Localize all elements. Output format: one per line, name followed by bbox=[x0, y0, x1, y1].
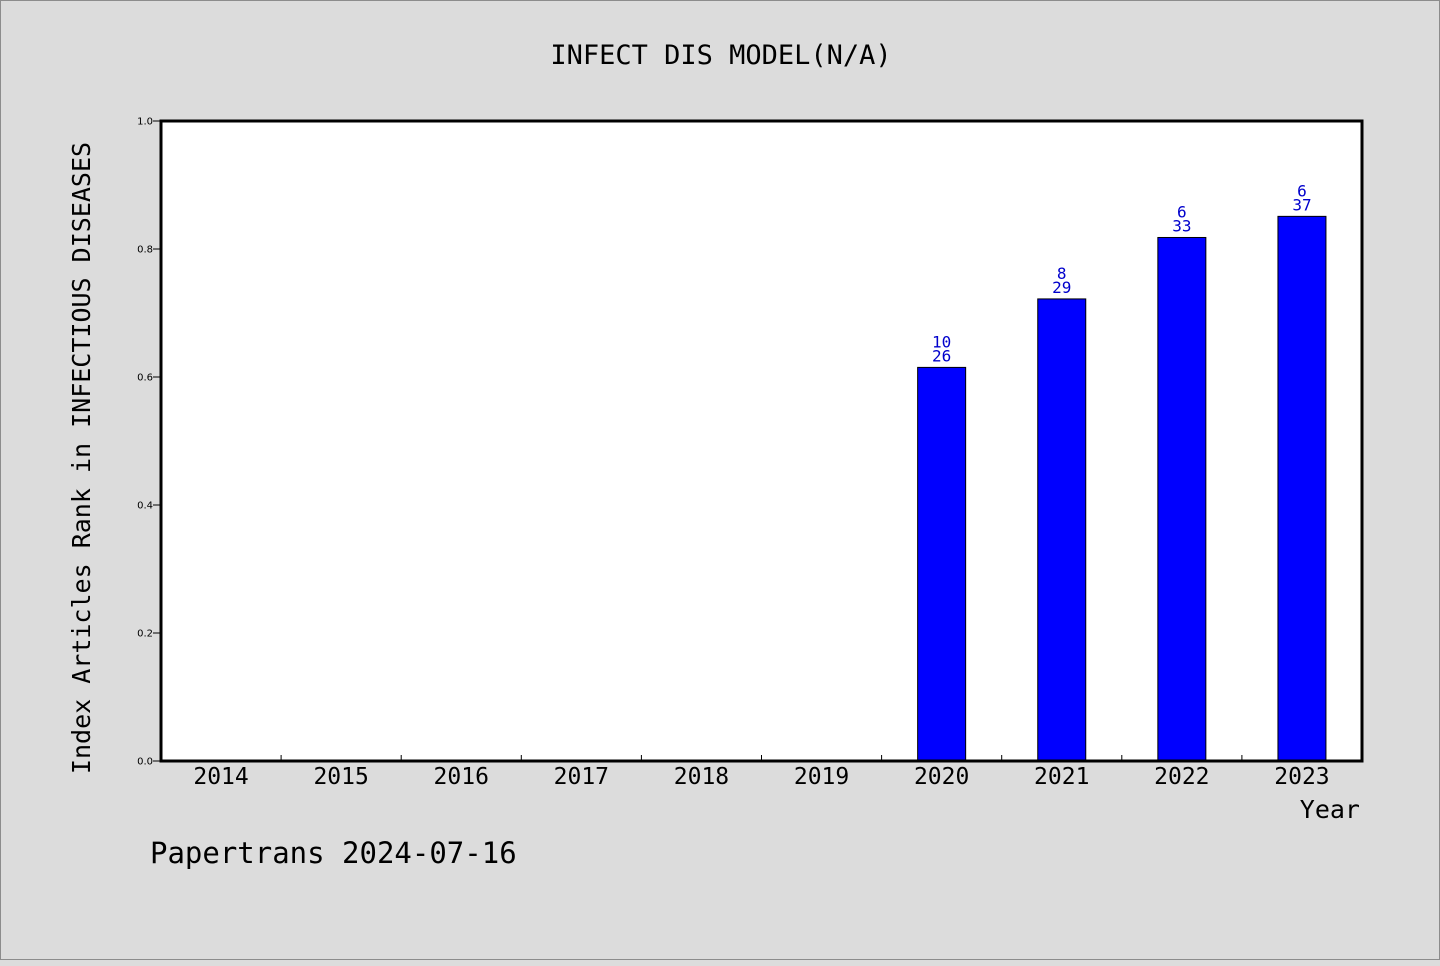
y-tick-label: 0.8 bbox=[137, 245, 153, 256]
x-axis: 2014 2015 2016 2017 2018 2019 2020 2021 2022 2023 bbox=[193, 755, 1330, 790]
x-tick-label: 2023 bbox=[1274, 764, 1329, 790]
x-tick-label: 2020 bbox=[914, 764, 969, 790]
footer-caption: Papertrans 2024-07-16 bbox=[150, 836, 517, 870]
bar-2023 bbox=[1277, 215, 1327, 762]
x-tick-label: 2015 bbox=[313, 764, 368, 790]
bar-2022 bbox=[1157, 236, 1207, 762]
bar-label-bottom: 37 bbox=[1292, 195, 1311, 214]
y-tick-label: 0.6 bbox=[137, 373, 153, 384]
bar-2021 bbox=[1037, 298, 1087, 762]
y-axis: 0.0 0.2 0.4 0.6 0.8 1.0 bbox=[137, 117, 161, 768]
y-axis-title: Index Articles Rank in INFECTIOUS DISEAS… bbox=[67, 142, 96, 774]
x-tick-label: 2018 bbox=[674, 764, 729, 790]
bar-label-top: 8 bbox=[1057, 264, 1067, 283]
y-tick-label: 1.0 bbox=[137, 117, 153, 128]
x-axis-title: Year bbox=[1300, 795, 1360, 824]
x-tick-label: 2016 bbox=[434, 764, 489, 790]
plot-frame bbox=[159, 119, 1364, 763]
bar-2020 bbox=[917, 366, 967, 762]
x-tick-label: 2019 bbox=[794, 764, 849, 790]
chart-title: INFECT DIS MODEL(N/A) bbox=[550, 40, 891, 71]
bar-label-bottom: 33 bbox=[1172, 216, 1191, 235]
bars-group bbox=[917, 215, 1327, 762]
bar-label-top: 6 bbox=[1177, 202, 1187, 221]
bar-label-top: 10 bbox=[932, 332, 951, 351]
x-tick-label: 2021 bbox=[1034, 764, 1089, 790]
y-tick-label: 0.4 bbox=[137, 501, 153, 512]
bar-label-bottom: 29 bbox=[1052, 278, 1071, 297]
y-tick-label: 0.0 bbox=[137, 757, 153, 768]
x-tick-label: 2022 bbox=[1154, 764, 1209, 790]
y-tick-label: 0.2 bbox=[137, 629, 153, 640]
bar-label-top: 6 bbox=[1297, 181, 1307, 200]
bar-label-bottom: 26 bbox=[932, 346, 951, 365]
x-tick-label: 2014 bbox=[193, 764, 248, 790]
x-tick-label: 2017 bbox=[554, 764, 609, 790]
